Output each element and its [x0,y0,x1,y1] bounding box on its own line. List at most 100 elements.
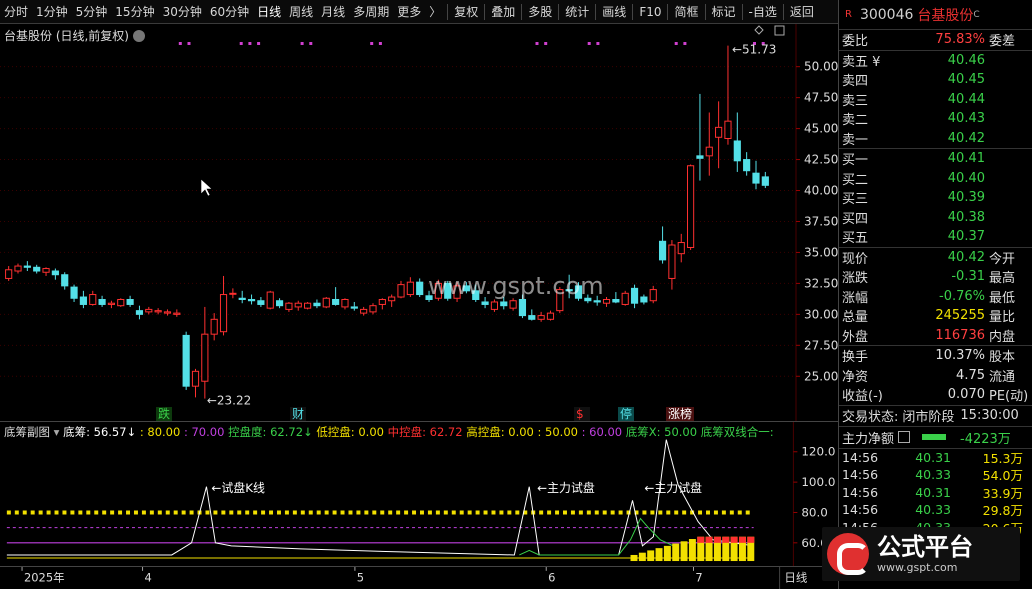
date-label: 2025年 [24,570,65,584]
stat-row-2: 涨幅 -0.76% 最低 [839,287,1032,307]
ask-row-0[interactable]: 卖五 ¥ 40.46 [839,51,1032,71]
candle [294,300,302,311]
price-tick-label: 35.00 [804,245,838,259]
price-tick-label: 47.50 [804,91,838,105]
low-price-label: ←23.22 [207,394,251,408]
candle-body [462,285,470,292]
tool-2-button[interactable]: 多股 [528,4,553,19]
candle [145,306,153,315]
period-10-button[interactable]: 更多 [397,4,422,19]
period-2-button[interactable]: 5分钟 [75,4,108,19]
candle-body [397,284,405,298]
ask-price: 40.45 [947,72,985,88]
period-4-button[interactable]: 30分钟 [162,4,202,19]
tick-row-2: 14:56 40.31 33.9万 [839,484,1032,502]
tool-5-button[interactable]: F10 [639,4,662,19]
candle [247,294,256,305]
bid-row-2[interactable]: 买三 40.39 [839,188,1032,208]
ask-row-3[interactable]: 卖二 40.43 [839,109,1032,129]
price-tick-label: 32.50 [804,276,838,290]
candle [406,277,414,298]
tool-8-button[interactable]: -自选 [748,4,777,19]
candle-body [14,265,22,272]
ask-row-2[interactable]: 卖三 40.44 [839,90,1032,110]
bid-row-3[interactable]: 买四 40.38 [839,208,1032,228]
period-1-button[interactable]: 1分钟 [36,4,68,19]
tool-4-button[interactable]: 画线 [602,4,627,19]
legend-item-5: 中控盘: 62.72 [387,425,467,439]
candle [481,297,489,309]
indicator-chart[interactable]: 60.0 80.0 100.0 120.0 ←试盘K线 ←主力试盘 ←主力试盘 [0,421,838,566]
r-badge[interactable]: R [845,9,852,20]
candle-body [42,268,50,273]
candle [285,301,293,312]
ask-row-4[interactable]: 卖一 40.42 [839,129,1032,149]
tool-1-button[interactable]: 叠加 [491,4,516,19]
divider [839,49,1032,51]
tick-list[interactable]: 14:56 40.31 15.3万 14:56 40.33 54.0万 14:56 40.31… [839,449,1032,537]
tool-3-button[interactable]: 统计 [565,4,590,19]
quote-stats: 现价 40.42 今开 涨跌 -0.31 最高 涨幅 -0.76% 最低 总量 245255 量比 外盘… [839,248,1032,346]
toolbar-separator [558,3,560,20]
chevron-right-icon[interactable]: 〉 [429,5,442,19]
expand-icon[interactable] [898,431,911,443]
candle-body [630,287,639,304]
candle-body [378,298,386,305]
tool-7-button[interactable]: 标记 [711,4,736,19]
candle-body [313,302,321,307]
period-9-button[interactable]: 多周期 [353,4,390,19]
candle [154,308,162,315]
candle-body [602,298,611,304]
webi-value: 75.83% [935,32,985,48]
menu-icon[interactable]: ▾ [50,425,64,439]
ask-levels: 卖五 ¥ 40.46 卖四 40.45 卖三 40.44 卖二 40.43 卖一 40.42 [839,51,1032,149]
high-price-label: ←51.73 [732,43,776,57]
signal-marker [309,42,313,45]
tool-6-button[interactable]: 简框 [674,4,699,19]
stat-row-3: 总量 245255 量比 [839,306,1032,326]
bid-row-1[interactable]: 买二 40.40 [839,169,1032,189]
stat-value: 4.75 [956,367,985,383]
period-3-button[interactable]: 15分钟 [115,4,155,19]
candle-body [546,312,555,320]
event-tag: 涨榜 [668,406,692,421]
period-7-button[interactable]: 周线 [289,4,314,19]
candle-body [500,301,508,307]
stat-label-2: 今开 [989,251,1016,267]
gear-icon[interactable] [133,30,145,42]
candle [378,298,386,310]
period-6-button[interactable]: 日线 [257,4,282,19]
candle [5,266,13,281]
candle [743,152,751,176]
control-bar-low [713,536,721,562]
control-bar-mid [722,536,730,543]
tick-price: 40.31 [915,449,951,465]
candlestick-chart[interactable]: 25.00 27.50 30.00 32.50 35.00 37.50 40.00 42.50… [0,24,838,421]
candle [593,295,601,306]
period-5-button[interactable]: 60分钟 [209,4,250,19]
bid-row-0[interactable]: 买一 40.41 [839,149,1032,169]
tool-0-button[interactable]: 复权 [454,4,479,19]
tick-volume: 33.9万 [982,485,1023,501]
candle [434,279,442,301]
brand-logo: 公式平台 www.gspt.com [822,527,1020,581]
tick-price: 40.31 [915,484,951,500]
stat-value: 0.070 [947,387,985,403]
ask-row-1[interactable]: 卖四 40.45 [839,70,1032,90]
period-0-button[interactable]: 分时 [4,4,29,19]
event-tag-bg [618,407,634,421]
candle [649,285,657,304]
toolbar-separator [632,3,634,20]
bid-row-4[interactable]: 买五 40.37 [839,227,1032,247]
period-8-button[interactable]: 月线 [321,4,346,19]
candle [640,294,648,305]
signal-marker [300,42,304,45]
indicator-tick-label: 100.0 [801,475,835,489]
candle-body [416,281,424,296]
candle-body [126,298,134,305]
control-bar-low [730,536,738,562]
candle-body [5,269,13,279]
tool-9-button[interactable]: 返回 [789,4,814,19]
candle [322,297,330,309]
candle-body [733,140,741,162]
